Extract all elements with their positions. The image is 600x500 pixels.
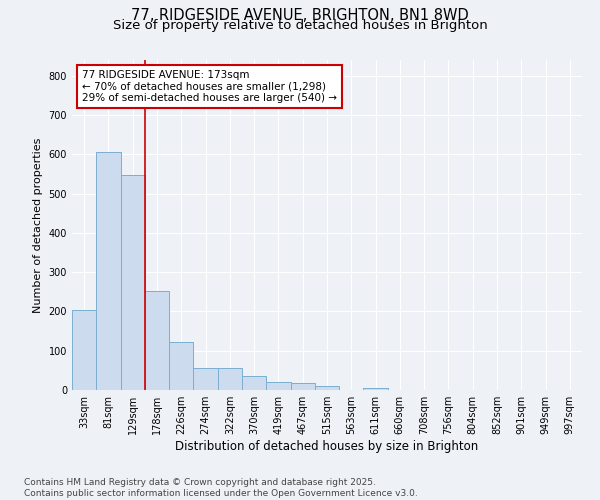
Y-axis label: Number of detached properties: Number of detached properties [33, 138, 43, 312]
Bar [315, 386, 339, 390]
Bar [145, 291, 169, 390]
Text: 77 RIDGESIDE AVENUE: 173sqm
← 70% of detached houses are smaller (1,298)
29% of : 77 RIDGESIDE AVENUE: 173sqm ← 70% of det… [82, 70, 337, 103]
Bar [121, 175, 145, 390]
Bar [218, 368, 242, 390]
Text: 77, RIDGESIDE AVENUE, BRIGHTON, BN1 8WD: 77, RIDGESIDE AVENUE, BRIGHTON, BN1 8WD [131, 8, 469, 22]
X-axis label: Distribution of detached houses by size in Brighton: Distribution of detached houses by size … [175, 440, 479, 453]
Bar [290, 384, 315, 390]
Bar [242, 376, 266, 390]
Bar [96, 152, 121, 390]
Bar [364, 388, 388, 390]
Text: Contains HM Land Registry data © Crown copyright and database right 2025.
Contai: Contains HM Land Registry data © Crown c… [24, 478, 418, 498]
Bar [266, 382, 290, 390]
Text: Size of property relative to detached houses in Brighton: Size of property relative to detached ho… [113, 19, 487, 32]
Bar [193, 368, 218, 390]
Bar [169, 342, 193, 390]
Bar [72, 310, 96, 390]
